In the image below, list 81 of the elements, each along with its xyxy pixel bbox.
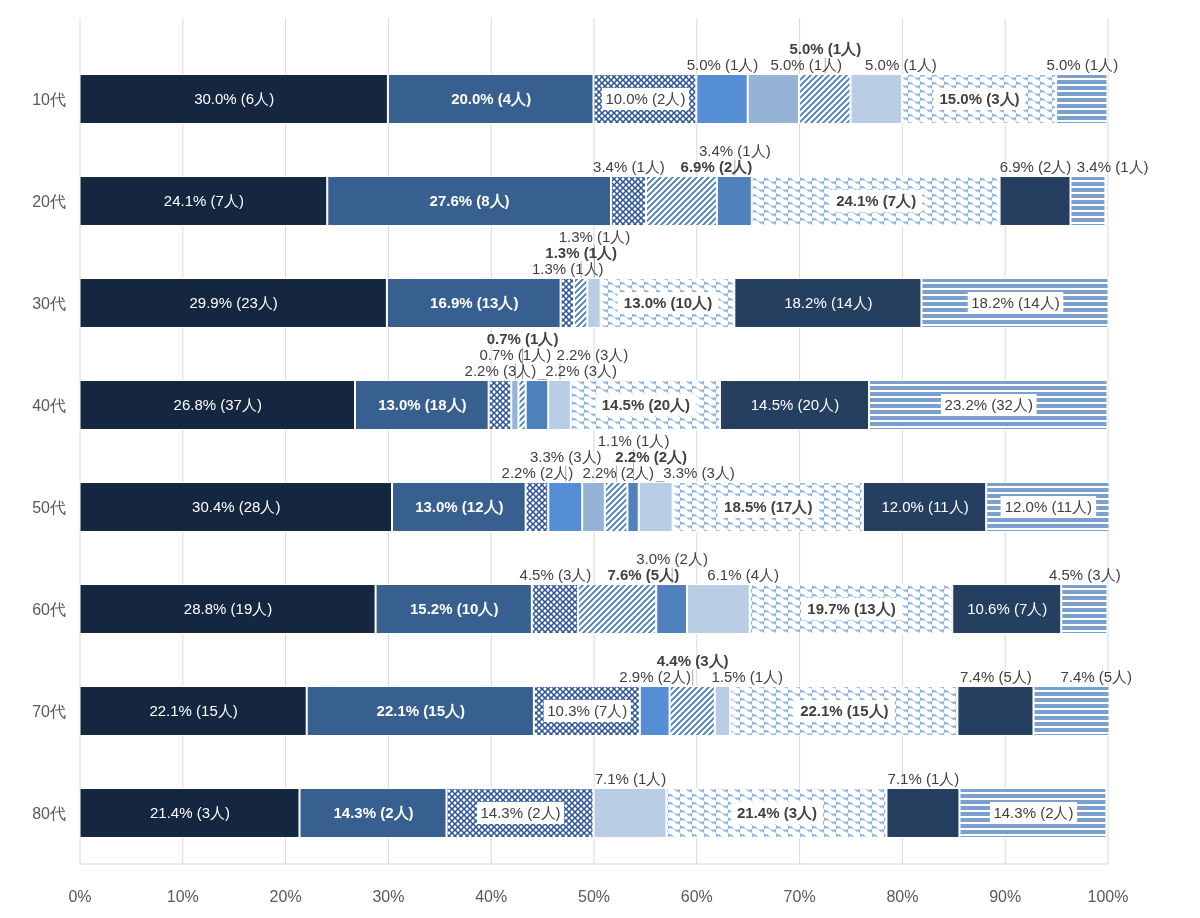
data-label: 19.7% (13人) xyxy=(807,600,896,618)
y-tick-label: 40代 xyxy=(32,396,66,414)
data-label: 3.0% (2人) xyxy=(636,549,708,567)
data-label: 0.7% (1人) xyxy=(486,329,559,347)
data-label: 1.3% (1人) xyxy=(531,259,604,277)
data-label: 10.0% (2人) xyxy=(605,90,686,108)
data-label: 16.9% (13人) xyxy=(430,294,519,312)
data-label: 2.9% (2人) xyxy=(619,667,692,685)
data-label: 13.0% (12人) xyxy=(415,498,504,516)
data-label: 6.1% (4人) xyxy=(707,565,779,583)
data-label: 22.1% (15人) xyxy=(376,702,465,720)
data-label: 14.3% (2人) xyxy=(993,804,1074,822)
data-label: 2.2% (3人) xyxy=(556,345,629,363)
data-label: 3.4% (1人) xyxy=(698,141,771,159)
y-tick-label: 80代 xyxy=(32,804,66,822)
data-label: 1.1% (1人) xyxy=(597,431,670,449)
data-label: 18.5% (17人) xyxy=(724,498,813,516)
data-label: 23.2% (32人) xyxy=(944,396,1033,414)
data-label: 30.4% (28人) xyxy=(192,498,281,516)
data-label: 3.3% (3人) xyxy=(529,447,602,465)
data-label: 21.4% (3人) xyxy=(149,804,231,822)
y-tick-label: 30代 xyxy=(32,294,66,312)
x-tick-label: 60% xyxy=(680,888,713,905)
y-tick-label: 70代 xyxy=(32,702,66,720)
data-label: 22.1% (15人) xyxy=(149,702,238,720)
data-label: 10.3% (7人) xyxy=(547,702,628,720)
x-tick-label: 50% xyxy=(577,888,611,905)
data-label: 15.0% (3人) xyxy=(939,90,1020,108)
data-label: 29.9% (23人) xyxy=(189,294,278,312)
data-label: 4.4% (3人) xyxy=(656,651,729,669)
data-label: 15.2% (10人) xyxy=(410,600,499,618)
data-label: 26.8% (37人) xyxy=(173,396,262,414)
data-label: 7.4% (5人) xyxy=(1060,667,1133,685)
data-label: 18.2% (14人) xyxy=(971,294,1060,312)
data-label: 24.1% (7人) xyxy=(836,192,917,210)
data-label: 5.0% (1人) xyxy=(865,55,937,73)
y-tick-label: 60代 xyxy=(32,600,66,618)
x-tick-label: 20% xyxy=(269,888,302,905)
data-label: 6.9% (2人) xyxy=(999,157,1072,175)
data-label: 12.0% (11人) xyxy=(1004,498,1093,516)
data-label: 28.8% (19人) xyxy=(183,600,273,618)
y-tick-label: 10代 xyxy=(32,90,66,108)
data-label: 7.4% (5人) xyxy=(960,667,1032,685)
x-tick-label: 90% xyxy=(989,888,1022,905)
data-label: 14.3% (2人) xyxy=(480,804,561,822)
data-label: 4.5% (3人) xyxy=(519,565,592,583)
data-label: 22.1% (15人) xyxy=(800,702,889,720)
data-label: 5.0% (1人) xyxy=(686,55,759,73)
data-label: 5.0% (1人) xyxy=(789,39,862,57)
x-tick-label: 80% xyxy=(886,888,919,905)
x-tick-label: 70% xyxy=(783,888,816,905)
data-label: 20.0% (4人) xyxy=(451,90,532,108)
x-tick-label: 0% xyxy=(68,888,92,905)
data-label: 7.1% (1人) xyxy=(594,769,667,787)
data-label: 3.4% (1人) xyxy=(1076,157,1149,175)
data-label: 21.4% (3人) xyxy=(736,804,818,822)
data-label: 10.6% (7人) xyxy=(967,600,1048,618)
x-tick-label: 10% xyxy=(166,888,199,905)
data-label: 3.4% (1人) xyxy=(593,157,665,175)
y-tick-label: 20代 xyxy=(32,192,66,210)
data-label: 1.3% (1人) xyxy=(545,243,617,261)
y-tick-label: 50代 xyxy=(32,498,66,516)
data-label: 2.2% (3人) xyxy=(464,361,537,379)
x-tick-label: 40% xyxy=(475,888,508,905)
x-tick-label: 30% xyxy=(372,888,405,905)
data-label: 4.5% (3人) xyxy=(1049,565,1121,583)
data-label: 18.2% (14人) xyxy=(784,294,873,312)
data-label: 27.6% (8人) xyxy=(429,192,510,210)
data-label: 13.0% (10人) xyxy=(623,294,713,312)
x-tick-label: 100% xyxy=(1087,888,1129,905)
data-label: 12.0% (11人) xyxy=(881,498,969,516)
data-label: 14.5% (20人) xyxy=(750,396,840,414)
data-label: 13.0% (18人) xyxy=(378,396,467,414)
data-label: 5.0% (1人) xyxy=(1046,55,1119,73)
data-label: 6.9% (2人) xyxy=(680,157,753,175)
data-label: 7.1% (1人) xyxy=(887,769,960,787)
data-label: 24.1% (7人) xyxy=(163,192,244,210)
data-label: 14.5% (20人) xyxy=(601,396,691,414)
data-label: 30.0% (6人) xyxy=(194,90,275,108)
data-label: 14.3% (2人) xyxy=(333,804,414,822)
data-label: 1.3% (1人) xyxy=(558,227,631,245)
